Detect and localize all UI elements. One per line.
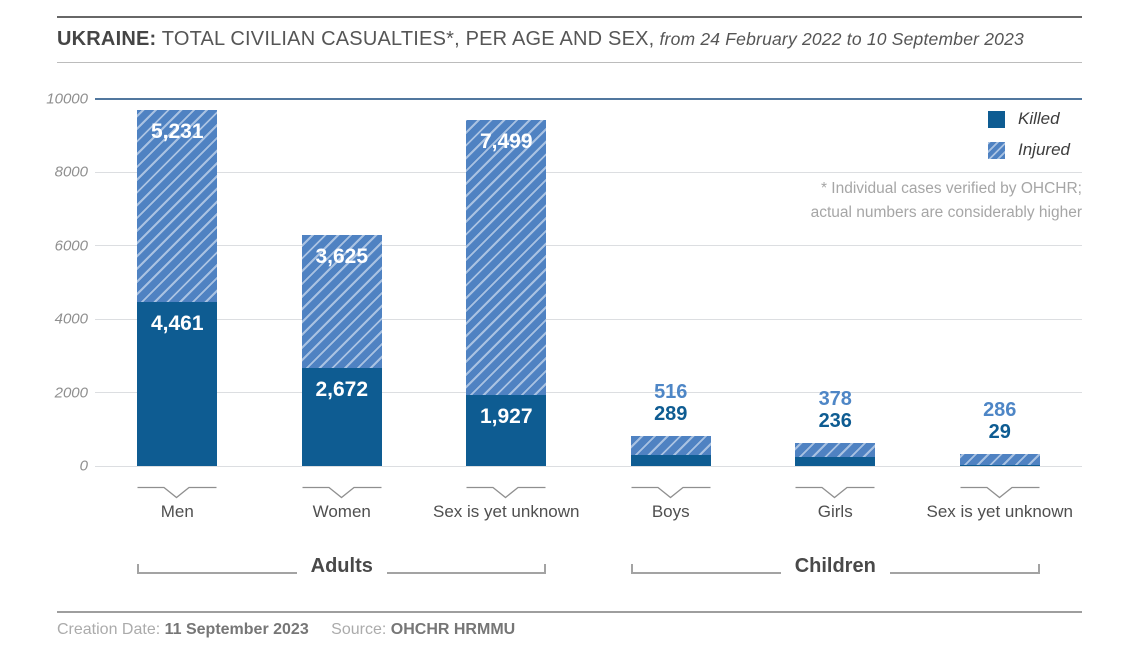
x-axis-brace-icon xyxy=(466,486,546,499)
source-label: Source: xyxy=(331,621,387,638)
header-bottom-rule xyxy=(57,62,1082,63)
value-label-killed: 1,927 xyxy=(479,405,533,429)
legend-swatch-injured-icon xyxy=(988,141,1005,159)
creation-date-label: Creation Date: xyxy=(57,621,161,638)
bar-men-0: 5,231 4,461 xyxy=(137,110,218,466)
bar-boys-3: 516 289 xyxy=(630,382,711,466)
title-date-range: from 24 February 2022 to 10 September 20… xyxy=(654,29,1024,49)
bar-segment-killed xyxy=(137,302,218,466)
category-label-men: Men xyxy=(160,502,194,521)
bar-segment-injured xyxy=(301,234,382,368)
group-bracket-line-right xyxy=(386,564,547,574)
value-label-killed: 289 xyxy=(654,403,688,426)
bar-girls-4: 378 236 xyxy=(795,389,876,466)
y-axis-tick-label: 4000 xyxy=(54,310,88,328)
category-label-sex-is-yet-unknown: Sex is yet unknown xyxy=(433,502,580,521)
source-value: OHCHR HRMMU xyxy=(390,621,516,638)
group-bracket-line-left xyxy=(137,564,297,574)
x-axis-brace-icon xyxy=(137,486,217,499)
value-label-killed: 2,672 xyxy=(315,377,369,401)
title-country: UKRAINE: xyxy=(57,28,157,50)
legend-item-killed: Killed xyxy=(988,109,1082,129)
category-label-women: Women xyxy=(312,502,371,521)
y-axis-tick-label: 0 xyxy=(79,457,88,475)
bar-sex-is-yet-unknown-5: 286 29 xyxy=(959,400,1040,466)
y-axis-tick-label: 2000 xyxy=(54,384,88,402)
value-label-killed: 29 xyxy=(988,421,1011,444)
category-label-sex-is-yet-unknown: Sex is yet unknown xyxy=(926,502,1073,521)
legend-item-injured: Injured xyxy=(988,140,1082,160)
bar-segment-injured xyxy=(137,110,218,303)
value-label-killed: 236 xyxy=(818,410,852,433)
header-top-rule xyxy=(57,16,1082,18)
gridline-6000 xyxy=(95,245,1082,247)
legend-label-killed: Killed xyxy=(1018,109,1060,128)
x-axis-brace-icon xyxy=(631,486,711,499)
bar-segment-killed xyxy=(630,455,711,466)
group-bracket-line-right xyxy=(889,564,1040,574)
page-title: UKRAINE: TOTAL CIVILIAN CASUALTIES*, PER… xyxy=(57,28,1097,51)
bar-segment-injured xyxy=(795,443,876,458)
group-bracket-line-left xyxy=(630,564,781,574)
bar-segment-injured xyxy=(959,454,1040,465)
y-axis-tick-label: 10000 xyxy=(46,90,88,108)
creation-date-value: 11 September 2023 xyxy=(164,621,309,638)
y-axis-tick-label: 6000 xyxy=(54,237,88,255)
footnote: * Individual cases verified by OHCHR; ac… xyxy=(811,177,1082,225)
bar-segment-injured xyxy=(630,436,711,456)
bar-segment-killed xyxy=(795,457,876,466)
gridline-4000 xyxy=(95,318,1082,320)
footnote-line-2: actual numbers are considerably higher xyxy=(810,204,1082,221)
value-label-injured: 286 xyxy=(983,399,1017,422)
gridline-10000 xyxy=(95,98,1082,100)
value-label-injured: 516 xyxy=(654,381,688,404)
x-axis-brace-icon xyxy=(795,486,875,499)
bar-sex-is-yet-unknown-2: 7,499 1,927 xyxy=(466,120,547,466)
x-axis-brace-icon xyxy=(302,486,382,499)
value-label-injured: 378 xyxy=(818,388,852,411)
title-main: TOTAL CIVILIAN CASUALTIES*, PER AGE AND … xyxy=(156,28,655,50)
group-label-adults: Adults xyxy=(310,554,373,577)
value-label-injured: 5,231 xyxy=(150,120,204,144)
chart-plot-area: 0 2000 4000 6000 8000 10000 5,231 4,461 Men 3,625… xyxy=(46,91,1082,577)
bar-segment-killed xyxy=(466,395,547,466)
value-label-injured: 7,499 xyxy=(479,130,533,154)
bar-segment-killed xyxy=(959,464,1040,466)
value-label-killed: 4,461 xyxy=(150,312,204,336)
bar-segment-killed xyxy=(301,367,382,466)
category-label-boys: Boys xyxy=(651,502,690,521)
legend-label-injured: Injured xyxy=(1018,140,1070,159)
category-label-girls: Girls xyxy=(817,502,853,521)
gridline-2000 xyxy=(95,392,1082,394)
bar-women-1: 3,625 2,672 xyxy=(301,234,382,466)
group-label-children: Children xyxy=(794,554,876,577)
gridline-0 xyxy=(95,465,1082,467)
chart-legend: Killed Injured xyxy=(988,109,1082,171)
group-bracket-children: Children xyxy=(630,554,1040,581)
y-axis-tick-label: 8000 xyxy=(54,163,88,181)
footnote-line-1: * Individual cases verified by OHCHR; xyxy=(820,180,1082,197)
group-bracket-adults: Adults xyxy=(137,554,547,581)
x-axis-brace-icon xyxy=(960,486,1040,499)
legend-swatch-killed-icon xyxy=(988,110,1005,128)
footer-rule xyxy=(57,611,1082,613)
bar-segment-injured xyxy=(466,120,547,396)
value-label-injured: 3,625 xyxy=(315,244,369,268)
gridline-8000 xyxy=(95,171,1082,173)
footer: Creation Date: 11 September 2023 Source:… xyxy=(57,621,515,639)
